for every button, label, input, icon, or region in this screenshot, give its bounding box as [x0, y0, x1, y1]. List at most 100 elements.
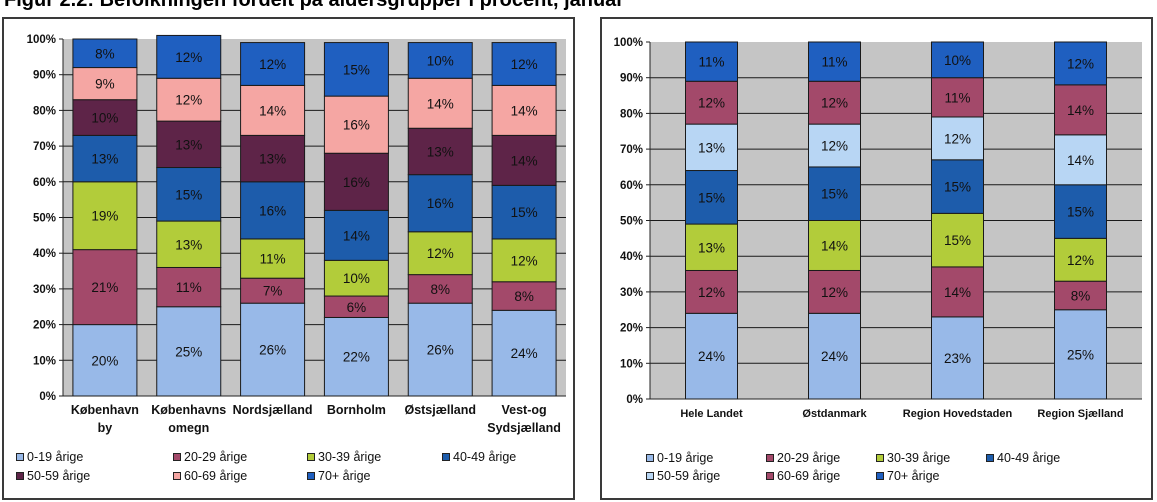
- bar-segment-50-59-årige: [156, 120, 222, 169]
- data-label: 12%: [511, 57, 538, 72]
- y-tick-label: 100%: [614, 37, 643, 49]
- data-label: 11%: [176, 280, 202, 295]
- figure-caption-text: Figur 2.2: Befolkningen fordelt på alder…: [4, 0, 625, 11]
- bar-segment-50-59-årige: [407, 127, 473, 176]
- y-tick-label: 50%: [33, 213, 56, 225]
- legend-label: 60-69 årige: [184, 469, 248, 483]
- bar-segment-60-69-årige: [685, 80, 738, 125]
- data-label: 13%: [698, 140, 725, 155]
- data-label: 14%: [821, 238, 848, 253]
- bar-segment-20-29-årige: [72, 249, 138, 326]
- x-tick-label: Østsjælland: [404, 403, 476, 417]
- bar-segment-70-årige: [240, 42, 306, 86]
- data-label: 24%: [511, 346, 538, 361]
- bar-segment-50-59-årige: [491, 134, 557, 186]
- bar-segment-0-19-årige: [156, 306, 222, 397]
- data-label: 8%: [514, 289, 534, 304]
- data-label: 16%: [343, 118, 370, 133]
- data-label: 10%: [427, 53, 454, 68]
- data-label: 15%: [821, 187, 848, 202]
- data-label: 11%: [944, 90, 970, 105]
- legend-swatch: [986, 454, 994, 462]
- data-label: 19%: [91, 209, 118, 224]
- bar-segment-50-59-årige: [685, 123, 738, 172]
- legend-swatch: [646, 454, 654, 462]
- y-tick-label: 50%: [620, 216, 643, 228]
- data-label: 10%: [343, 271, 370, 286]
- y-tick-label: 90%: [33, 70, 56, 82]
- bar-segment-0-19-årige: [808, 312, 861, 400]
- bar-segment-30-39-årige: [491, 238, 557, 283]
- data-label: 12%: [821, 96, 848, 111]
- legend-item-60-69-årige: 60-69 årige: [173, 469, 247, 483]
- y-tick-label: 60%: [33, 177, 56, 189]
- data-label: 24%: [698, 349, 725, 364]
- bar-segment-70-årige: [156, 34, 222, 79]
- bar-segment-70-årige: [685, 41, 738, 82]
- legend-item-30-39-årige: 30-39 årige: [307, 450, 381, 464]
- bar-segment-30-39-årige: [685, 223, 738, 271]
- legend-swatch: [173, 472, 181, 480]
- bar-segment-20-29-årige: [808, 269, 861, 314]
- bar-segment-20-29-årige: [1054, 280, 1107, 311]
- x-tick-label: Københavns: [151, 403, 226, 417]
- data-label: 13%: [259, 152, 286, 167]
- bar-segment-0-19-årige: [1054, 309, 1107, 400]
- bar-segment-30-39-årige: [72, 181, 138, 251]
- data-label: 13%: [91, 152, 118, 167]
- data-label: 12%: [698, 285, 725, 300]
- data-label: 14%: [511, 103, 538, 118]
- data-label: 12%: [259, 57, 286, 72]
- x-tick-label: Region Sjælland: [1037, 408, 1123, 420]
- y-tick-label: 30%: [620, 287, 643, 299]
- x-tick-label: København: [71, 403, 139, 417]
- legend-label: 40-49 årige: [453, 450, 517, 464]
- bar-segment-40-49-årige: [808, 166, 861, 221]
- legend-swatch: [16, 453, 24, 461]
- bar-segment-50-59-årige: [323, 152, 389, 211]
- data-label: 11%: [821, 55, 847, 70]
- x-tick-label: Østdanmark: [802, 408, 867, 420]
- bar-segment-40-49-årige: [240, 181, 306, 240]
- y-tick-label: 40%: [620, 251, 643, 263]
- bar-segment-70-årige: [72, 38, 138, 69]
- figure-caption: Figur 2.2: Befolkningen fordelt på alder…: [0, 0, 1157, 12]
- bar-segment-30-39-årige: [156, 220, 222, 268]
- data-label: 24%: [821, 349, 848, 364]
- legend-item-30-39-årige: 30-39 årige: [876, 451, 950, 465]
- data-label: 15%: [511, 205, 538, 220]
- y-tick-label: 80%: [620, 108, 643, 120]
- y-tick-label: 60%: [620, 180, 643, 192]
- bar-segment-40-49-årige: [156, 167, 222, 222]
- data-label: 14%: [944, 285, 971, 300]
- bar-segment-30-39-årige: [1054, 237, 1107, 282]
- bar-segment-70-årige: [1054, 41, 1107, 86]
- data-label: 15%: [944, 180, 971, 195]
- bar-segment-70-årige: [491, 42, 557, 86]
- bar-segment-40-49-årige: [931, 159, 984, 214]
- legend-label: 30-39 årige: [318, 450, 382, 464]
- data-label: 14%: [427, 96, 454, 111]
- bar-segment-70-årige: [407, 42, 473, 79]
- data-label: 22%: [343, 350, 370, 365]
- bar-segment-30-39-årige: [808, 220, 861, 271]
- legend-item-50-59-årige: 50-59 årige: [646, 469, 720, 483]
- bar-segment-40-49-årige: [685, 170, 738, 225]
- bar-segment-60-69-årige: [240, 84, 306, 136]
- legend-item-50-59-årige: 50-59 årige: [16, 469, 90, 483]
- data-label: 21%: [91, 280, 118, 295]
- data-label: 12%: [698, 96, 725, 111]
- bar-segment-60-69-årige: [808, 80, 861, 125]
- bar-segment-40-49-årige: [72, 134, 138, 183]
- data-label: 15%: [343, 62, 370, 77]
- data-label: 6%: [347, 300, 367, 315]
- data-label: 16%: [343, 175, 370, 190]
- y-tick-label: 10%: [33, 355, 56, 367]
- legend-swatch: [307, 453, 315, 461]
- legend-label: 0-19 årige: [657, 451, 714, 465]
- bar-segment-20-29-årige: [491, 281, 557, 311]
- y-tick-label: 70%: [33, 141, 56, 153]
- bar-segment-70-årige: [931, 41, 984, 79]
- x-tick-label: Hele Landet: [680, 408, 743, 420]
- x-tick-label: by: [98, 421, 113, 435]
